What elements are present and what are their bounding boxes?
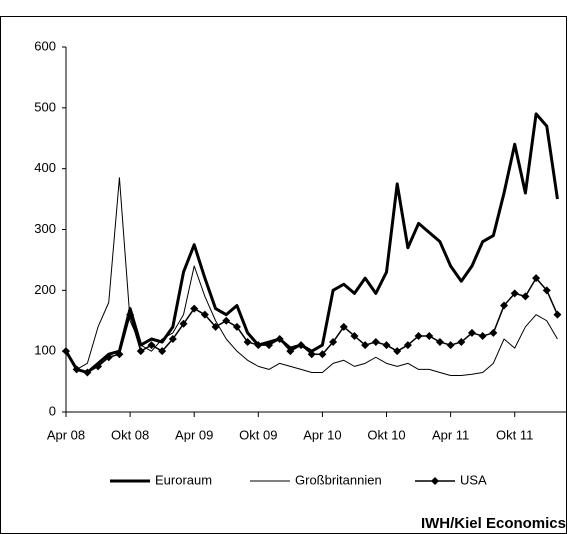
frame xyxy=(0,16,567,534)
y-tick-label: 400 xyxy=(34,160,56,175)
marker xyxy=(361,341,370,350)
x-tick-label: Apr 08 xyxy=(47,427,85,442)
series-line xyxy=(65,277,559,374)
x-tick-label: Okt 09 xyxy=(239,427,277,442)
marker xyxy=(467,328,476,337)
marker xyxy=(179,319,188,328)
marker xyxy=(425,331,434,340)
marker xyxy=(307,350,316,359)
marker xyxy=(62,347,70,356)
marker xyxy=(286,347,295,356)
x-tick-label: Okt 11 xyxy=(496,427,533,442)
marker xyxy=(553,310,562,319)
marker xyxy=(83,368,92,377)
marker xyxy=(318,350,327,359)
marker xyxy=(126,310,135,319)
marker xyxy=(158,347,167,356)
y-tick-label: 600 xyxy=(34,38,56,53)
marker xyxy=(243,338,252,347)
legend-label: Euroraum xyxy=(155,472,212,487)
marker xyxy=(222,316,231,325)
marker xyxy=(72,365,81,374)
y-tick-label: 500 xyxy=(34,99,56,114)
marker xyxy=(136,347,145,356)
marker xyxy=(478,331,487,340)
marker xyxy=(200,310,209,319)
y-tick-label: 0 xyxy=(49,403,56,418)
legend-label: USA xyxy=(460,472,487,487)
marker xyxy=(147,341,156,350)
x-tick-label: Apr 11 xyxy=(432,427,469,442)
marker xyxy=(264,341,273,350)
marker xyxy=(232,322,241,331)
marker xyxy=(446,341,455,350)
legend-label: Großbritannien xyxy=(295,472,382,487)
marker xyxy=(350,331,359,340)
marker xyxy=(435,338,444,347)
x-tick-label: Apr 09 xyxy=(175,427,213,442)
marker xyxy=(254,341,263,350)
y-tick-label: 300 xyxy=(34,221,56,236)
legend-marker xyxy=(431,477,439,485)
marker xyxy=(542,286,551,295)
marker xyxy=(94,362,103,371)
marker xyxy=(403,341,412,350)
marker xyxy=(297,341,306,350)
marker xyxy=(168,335,177,343)
marker xyxy=(329,338,338,347)
marker xyxy=(521,292,530,301)
marker xyxy=(211,322,220,331)
marker xyxy=(104,353,113,362)
marker xyxy=(414,331,423,340)
source: IWH/Kiel Economics xyxy=(421,515,566,532)
marker xyxy=(510,289,519,298)
marker xyxy=(275,335,284,343)
marker xyxy=(457,338,466,347)
x-tick-label: Okt 08 xyxy=(111,427,149,442)
series-line xyxy=(65,177,558,376)
marker xyxy=(393,347,402,356)
marker xyxy=(190,304,199,313)
y-tick-label: 200 xyxy=(34,282,56,297)
marker xyxy=(371,338,380,347)
x-tick-label: Okt 10 xyxy=(367,427,405,442)
marker xyxy=(532,274,541,283)
marker xyxy=(382,341,391,350)
y-tick-label: 100 xyxy=(34,343,56,358)
marker xyxy=(339,322,348,331)
marker xyxy=(500,301,509,310)
marker xyxy=(489,328,498,337)
marker xyxy=(115,350,124,359)
x-tick-label: Apr 10 xyxy=(303,427,341,442)
